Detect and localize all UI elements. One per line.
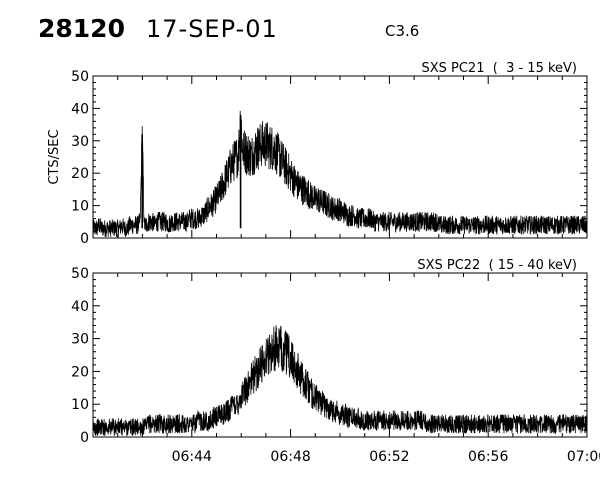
x-tick-label: 07:00 [567, 449, 600, 465]
panel-title: SXS PC22 ( 15 - 40 keV) [417, 258, 577, 273]
y-tick-label: 30 [71, 134, 89, 150]
y-axis-label: CTS/SEC [47, 129, 62, 184]
y-tick-label: 50 [71, 266, 89, 282]
y-tick-label: 20 [71, 364, 89, 380]
panel-pc21: 0 10 20 30 40 50 SXS PC21 ( 3 - 15 keV) CTS/SEC [47, 61, 588, 247]
panel-title: SXS PC21 ( 3 - 15 keV) [421, 61, 577, 76]
y-tick-label: 0 [80, 430, 89, 446]
y-tick-label: 50 [71, 69, 89, 85]
y-tick-label: 10 [71, 199, 89, 215]
x-tick-label: 06:44 [172, 449, 212, 465]
y-tick-label: 40 [71, 299, 89, 315]
panel-pc22: 0 10 20 30 40 50 06:44 06:48 06:52 06:56 07:00 SXS … [71, 258, 600, 465]
y-tick-label: 0 [80, 231, 89, 247]
event-id: 28120 [38, 14, 125, 43]
series-line [92, 110, 588, 238]
y-tick-label: 30 [71, 332, 89, 348]
flare-class: C3.6 [385, 22, 420, 40]
y-tick-label: 40 [71, 101, 89, 117]
x-tick-label: 06:52 [369, 449, 409, 465]
event-date: 17-SEP-01 [146, 15, 278, 43]
y-tick-label: 20 [71, 166, 89, 182]
x-tick-label: 06:56 [468, 449, 508, 465]
x-tick-label: 06:48 [270, 449, 310, 465]
series-line [92, 325, 588, 437]
y-tick-label: 10 [71, 397, 89, 413]
